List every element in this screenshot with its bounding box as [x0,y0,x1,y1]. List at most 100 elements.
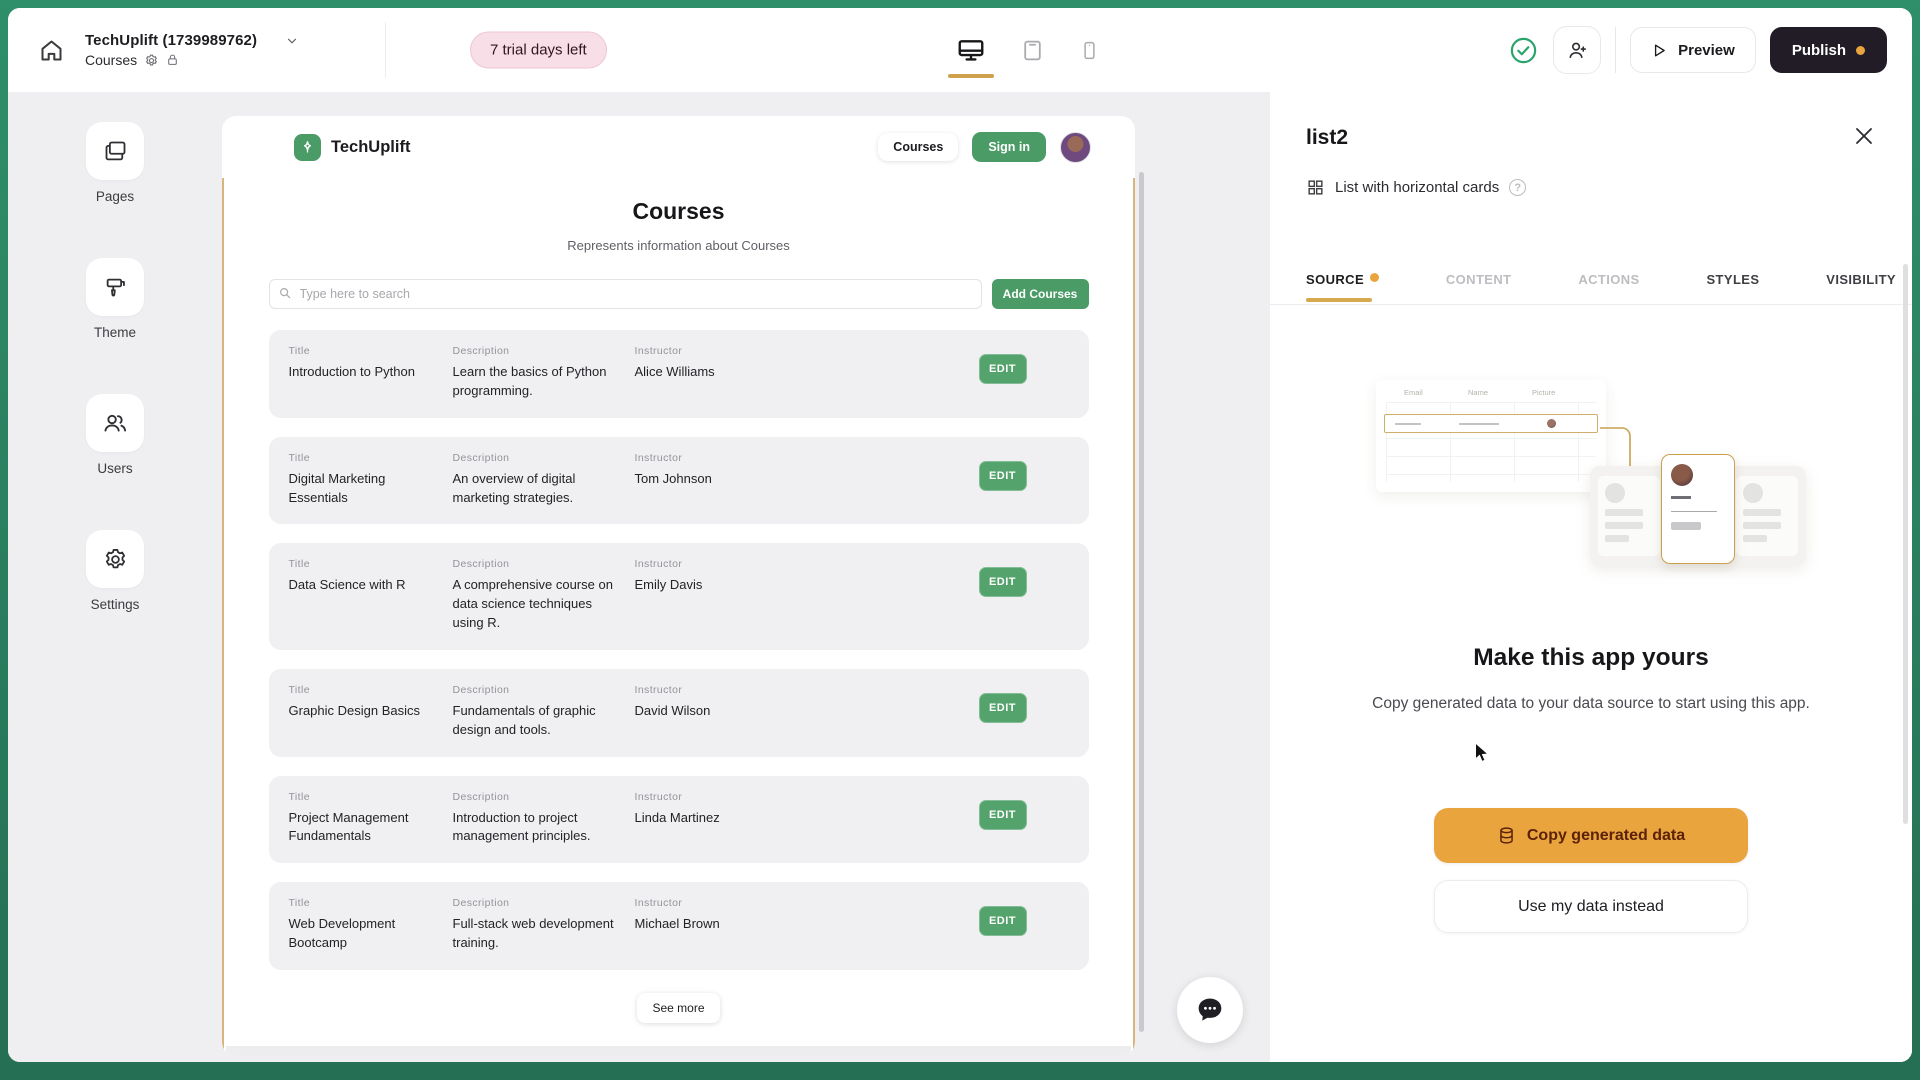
topbar-right-divider [1615,27,1617,73]
chat-fab-button[interactable] [1177,977,1243,1043]
copy-generated-data-label: Copy generated data [1526,826,1686,844]
field-label-description: Description [452,345,510,357]
field-label-title: Title [288,451,310,464]
course-instructor: Alice Williams [634,364,715,379]
sidebar-item-users[interactable]: Users [86,394,144,476]
publish-status-dot [1856,45,1865,55]
sidebar-item-theme[interactable]: Theme [86,258,144,340]
preview-sign-in-button[interactable]: Sign in [972,132,1046,162]
sidebar-item-pages[interactable]: Pages [86,122,144,204]
field-label-instructor: Instructor [634,897,683,910]
app-logo-icon [294,133,321,161]
device-toggle-phone[interactable] [1079,8,1100,92]
preview-app-header: TechUplift Courses Sign in [222,116,1135,178]
tab-source[interactable]: SOURCE [1306,272,1380,287]
panel-headline: Make this app yours [1473,644,1709,671]
copy-generated-data-button[interactable]: Copy generated data [1434,808,1748,863]
tab-source-label: SOURCE [1306,272,1365,287]
course-description: Fundamentals of graphic design and tools… [452,702,596,737]
users-icon [101,409,129,437]
invite-members-button[interactable] [1553,26,1602,74]
field-label-description: Description [452,897,510,910]
chat-bubble-icon [1193,993,1227,1027]
course-title: Project Management Fundamentals [288,809,409,844]
course-instructor: Tom Johnson [634,470,712,486]
tab-styles[interactable]: STYLES [1706,272,1760,287]
add-courses-button[interactable]: Add Courses [991,279,1089,309]
see-more-button[interactable]: See more [637,992,720,1023]
course-title: Digital Marketing Essentials [288,470,386,505]
course-list: Title Introduction to Python Description L… [268,330,1089,970]
trial-days-badge: 7 trial days left [470,31,607,69]
course-instructor: Michael Brown [634,916,720,932]
field-label-title: Title [288,345,310,357]
illustration-mini-card [1598,476,1660,556]
sidebar-label-theme: Theme [93,325,137,340]
component-type-row: List with horizontal cards ? [1306,178,1527,197]
preview-nav-courses[interactable]: Courses [878,133,959,161]
mouse-cursor [1474,741,1491,769]
top-bar: TechUplift (1739989762) Courses [8,8,1912,92]
sidebar-label-pages: Pages [95,189,135,204]
illustration-mini-card [1736,476,1798,556]
course-title: Data Science with R [288,577,406,593]
preview-user-avatar[interactable] [1060,131,1091,163]
workspace: Pages Theme Users [8,92,1912,1062]
field-label-title: Title [288,558,310,571]
preview-button[interactable]: Preview [1630,27,1756,73]
play-icon [1651,42,1668,59]
edit-course-button[interactable]: EDIT [978,354,1027,384]
publish-button-label: Publish [1791,41,1846,59]
illustration-column-email: Email [1404,388,1423,397]
tab-visibility[interactable]: VISIBILITY [1826,272,1896,287]
tab-actions[interactable]: ACTIONS [1578,272,1640,287]
course-title: Web Development Bootcamp [288,916,396,951]
tabs-divider [1270,304,1912,305]
database-icon [1497,826,1516,845]
left-sidebar: Pages Theme Users [8,92,222,1062]
project-block: TechUplift (1739989762) Courses [85,32,299,68]
home-button[interactable] [38,37,65,64]
publish-button[interactable]: Publish [1769,27,1887,73]
close-icon [1852,124,1876,148]
course-card: Title Project Management Fundamentals Des… [268,775,1089,864]
course-card: Title Introduction to Python Description L… [268,330,1089,418]
preview-scrollbar[interactable] [1139,172,1144,1032]
page-settings-gear-icon[interactable] [144,53,159,68]
tab-content[interactable]: CONTENT [1445,272,1512,287]
field-label-description: Description [452,683,510,696]
field-label-instructor: Instructor [634,683,683,696]
field-label-description: Description [452,451,510,464]
selected-component-outline[interactable]: Courses Represents information about Cou… [222,178,1135,1056]
field-label-instructor: Instructor [634,345,683,357]
course-card: Title Web Development Bootcamp Descriptio… [268,882,1089,970]
field-label-description: Description [452,558,510,571]
next-component-peek [226,1046,1131,1056]
close-panel-button[interactable] [1850,122,1878,150]
device-toggle-desktop[interactable] [956,8,986,92]
use-my-data-button[interactable]: Use my data instead [1434,880,1748,933]
course-description: Full-stack web development training. [452,916,614,951]
search-input[interactable] [268,279,982,309]
edit-course-button[interactable]: EDIT [978,692,1027,723]
edit-course-button[interactable]: EDIT [978,567,1027,598]
desktop-icon [956,35,986,65]
sidebar-item-settings[interactable]: Settings [86,530,144,612]
project-name[interactable]: TechUplift (1739989762) [85,32,258,49]
device-toggle-tablet[interactable] [1020,8,1045,92]
field-label-title: Title [288,897,310,910]
help-icon[interactable]: ? [1509,179,1527,196]
edit-course-button[interactable]: EDIT [978,799,1027,830]
edit-course-button[interactable]: EDIT [978,906,1027,937]
phone-icon [1079,40,1100,61]
edit-course-button[interactable]: EDIT [978,460,1027,491]
panel-scrollbar[interactable] [1903,264,1908,824]
illustration-spreadsheet: Email Name Picture [1376,380,1606,492]
course-card: Title Graphic Design Basics Description Fu… [268,668,1089,757]
illustration-column-picture: Picture [1532,388,1556,397]
field-label-title: Title [288,683,310,696]
panel-body-text: Copy generated data to your data source … [1372,695,1810,712]
user-plus-icon [1566,39,1589,62]
chevron-down-icon[interactable] [285,34,299,48]
